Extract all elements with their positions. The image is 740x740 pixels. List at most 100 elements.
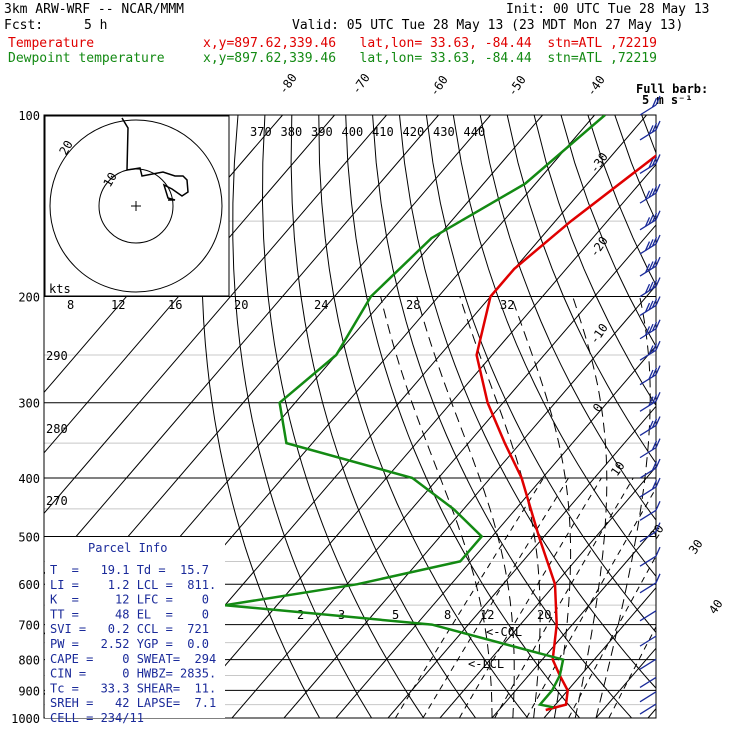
dry-adiabat xyxy=(345,115,580,718)
temperature-location: x,y=897.62,339.46 lat,lon= 33.63, -84.44… xyxy=(203,36,657,51)
barb-flag xyxy=(651,367,658,378)
dry-adiabat xyxy=(261,115,425,718)
forecast-hours: 5 h xyxy=(84,18,108,33)
barb-flag xyxy=(655,392,661,402)
dry-adiabat-label: 290 xyxy=(46,349,68,363)
wind-barbs xyxy=(639,95,661,715)
wind-barb xyxy=(639,234,661,255)
isotherm-label: 30 xyxy=(686,537,706,557)
moist-adiabat xyxy=(572,296,608,718)
barb-flag xyxy=(648,300,654,311)
dry-adiabat xyxy=(669,115,740,718)
barb-flag xyxy=(651,343,658,353)
barb-flag xyxy=(655,501,661,511)
moist-adiabat xyxy=(416,296,515,718)
dry-adiabat xyxy=(479,115,656,521)
parcel-info-line: K = 12 LFC = 0 xyxy=(50,593,209,607)
barb-flag xyxy=(644,302,651,313)
isotherm xyxy=(283,284,656,718)
parcel-info-line: TT = 48 EL = 0 xyxy=(50,607,209,621)
barb-flag xyxy=(644,326,651,336)
isotherm-label: -10 xyxy=(587,321,611,347)
wind-barb xyxy=(639,392,661,412)
barb-staff xyxy=(639,509,657,521)
dewpoint-trace xyxy=(224,115,606,709)
isotherm-label: -80 xyxy=(276,71,300,97)
wind-barb xyxy=(639,522,661,543)
hodo-ring-outer xyxy=(49,119,223,293)
barb-flag xyxy=(655,522,661,532)
barb-flag xyxy=(651,212,658,223)
dry-adiabat xyxy=(318,115,528,718)
wind-barb xyxy=(639,296,661,317)
mixing-ratio-line xyxy=(494,477,634,718)
barb-flag xyxy=(655,95,661,106)
hodo-mark-label: 10 xyxy=(100,170,119,190)
isotherm xyxy=(439,466,656,718)
barb-flag xyxy=(644,283,651,294)
isotherm-label: -20 xyxy=(587,234,611,260)
wind-barb xyxy=(639,154,661,174)
hodo-units: kts xyxy=(49,282,71,296)
moist-adiabat xyxy=(511,296,572,718)
mixing-ratio-line xyxy=(458,477,602,718)
parcel-info-line: CELL = 234/11 xyxy=(50,711,144,725)
dry-adiabat xyxy=(290,115,477,718)
isotherm xyxy=(231,224,656,718)
barb-flag xyxy=(644,241,651,251)
barb-flag xyxy=(651,156,658,166)
parcel-info-line: CAPE = 0 SWEAT= 294 xyxy=(50,652,216,666)
temperature-legend-label: Temperature xyxy=(8,36,95,51)
barb-flag xyxy=(651,418,658,428)
wind-barb xyxy=(639,691,657,703)
isotherm-label: -60 xyxy=(427,73,451,99)
moist-adiabat xyxy=(459,296,541,718)
full-barb-note: Full barb: xyxy=(636,82,708,96)
barb-flag xyxy=(648,323,654,334)
pressure-label-500: 500 xyxy=(18,530,40,544)
forecast-label: Fcst: xyxy=(4,18,44,33)
isotherm xyxy=(44,115,335,454)
mixing-ratio-label: 32 xyxy=(500,298,514,312)
dry-adiabat-label: 270 xyxy=(46,494,68,508)
barb-flag xyxy=(648,188,654,198)
wind-barb xyxy=(639,256,661,277)
mixing-ratio-label: 16 xyxy=(168,298,182,312)
mixing-ratio-line xyxy=(526,487,656,718)
barb-flag xyxy=(655,296,661,306)
dry-adiabat xyxy=(587,115,656,287)
barb-flag xyxy=(655,365,661,375)
wind-barb xyxy=(639,610,657,622)
barb-flag xyxy=(644,217,651,227)
barb-flag xyxy=(651,259,658,269)
isotherm xyxy=(595,647,656,718)
dry-adiabat xyxy=(533,115,656,407)
parcel-info-line: CIN = 0 HWBZ= 2835. xyxy=(50,667,216,681)
isotherm xyxy=(647,707,656,718)
moist-adiabat xyxy=(595,296,651,718)
mixing-ratio-label-low: 5 xyxy=(392,608,399,622)
mixing-ratio-label: 12 xyxy=(111,298,125,312)
wind-barb xyxy=(639,635,657,647)
parcel-info-line: PW = 2.52 YGP = 0.0 xyxy=(50,637,209,651)
barb-staff xyxy=(639,658,657,670)
barb-flag xyxy=(648,214,654,225)
mixing-ratio-label: 24 xyxy=(314,298,328,312)
barb-flag xyxy=(655,256,661,267)
wind-barb xyxy=(639,416,661,437)
barb-staff xyxy=(639,582,657,594)
isotherm xyxy=(387,405,656,718)
wind-barb xyxy=(639,546,661,567)
isotherm-label: 40 xyxy=(706,597,726,617)
barb-flag xyxy=(644,190,651,200)
barb-flag xyxy=(651,479,658,490)
barb-flag xyxy=(648,345,654,355)
barb-flag xyxy=(655,183,661,194)
dry-adiabat xyxy=(452,115,656,578)
barb-flag xyxy=(651,440,658,451)
mixing-ratio-line xyxy=(568,555,656,718)
barb-flag xyxy=(651,122,658,133)
pressure-label-600: 600 xyxy=(18,578,40,592)
wind-barb xyxy=(639,438,661,459)
pressure-label-100: 100 xyxy=(18,109,40,123)
